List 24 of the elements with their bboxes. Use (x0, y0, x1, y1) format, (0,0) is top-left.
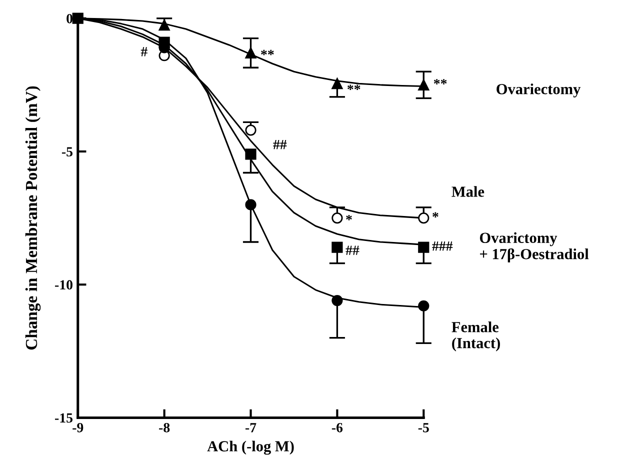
x-tick-label: -8 (159, 422, 170, 432)
annotation: ** (434, 79, 447, 84)
x-tick-label: -5 (418, 423, 429, 432)
x-tick-label: -6 (332, 422, 343, 432)
annotation: # (140, 47, 148, 56)
annotation: * (346, 214, 352, 220)
x-tick-label: -7 (245, 423, 256, 432)
y-tick-label: -10 (55, 280, 72, 290)
series-label: Male (452, 186, 484, 197)
series-label: Female (Intact) (452, 322, 500, 352)
y-tick-label: -5 (62, 147, 73, 156)
y-tick-label: -15 (55, 413, 73, 423)
y-axis-title: Change in Membrane Potential (mV) (25, 86, 41, 350)
x-axis-title: ACh (-log M) (207, 440, 294, 455)
annotation: * (432, 212, 438, 218)
y-tick-label: 0 (66, 14, 72, 24)
annotation: ## (346, 246, 360, 255)
text: Ovarictomy + 17β-Oestradiol (480, 232, 589, 262)
text: Ovariectomy (496, 84, 581, 98)
x-tick-label: -9 (72, 422, 84, 432)
annotation: ** (348, 84, 360, 90)
annotation: ### (432, 242, 453, 251)
annotation: ** (261, 50, 274, 56)
annotation: ## (273, 140, 287, 150)
